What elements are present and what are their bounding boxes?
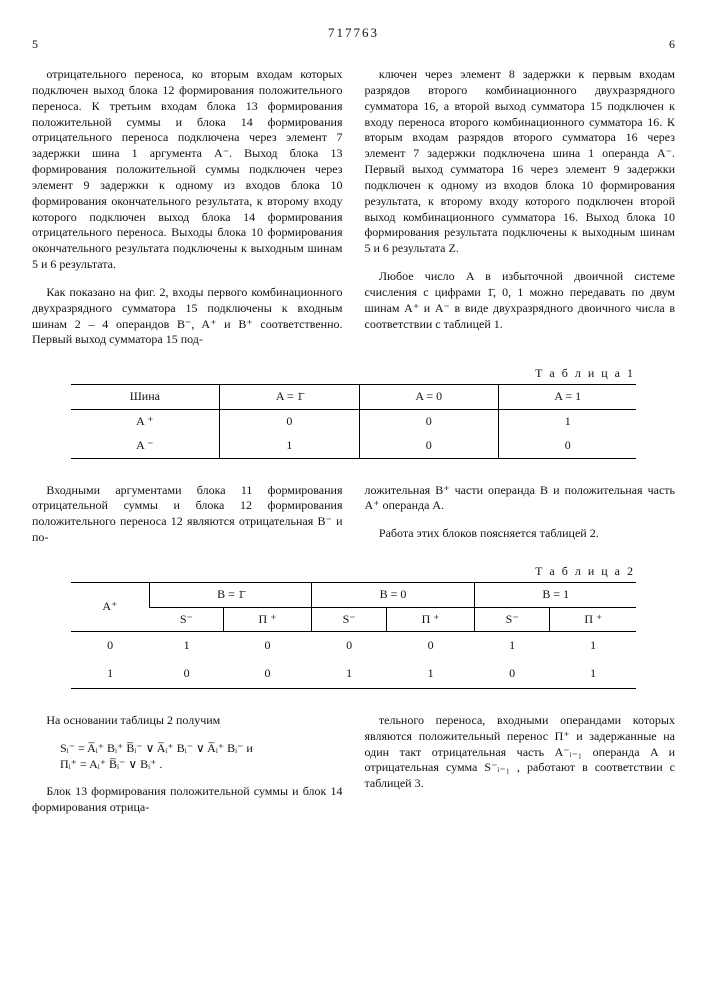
table-1: Шина A = 1̄ A = 0 A = 1 A ⁺ 0 0 1 A ⁻ 1 … <box>71 384 637 458</box>
formula-1: Sᵢ⁻ = A̅ᵢ⁺ Bᵢ⁺ B̅ᵢ⁻ ∨ A̅ᵢ⁺ Bᵢ⁻ ∨ A̅ᵢ⁺ Bᵢ… <box>60 741 343 757</box>
col-num-left: 5 <box>32 37 38 53</box>
t1-r1c3: 0 <box>499 434 637 458</box>
formula-intro: На основании таблицы 2 получим <box>32 713 343 729</box>
t2-r1c6: 1 <box>550 660 637 688</box>
t2-sh3: П ⁺ <box>387 607 475 632</box>
t2-sh4: S⁻ <box>475 607 550 632</box>
bottom-right-para: тельного переноса, входными операндами к… <box>365 713 676 792</box>
t1-head-0: Шина <box>71 385 220 410</box>
bottom-left-para: Блок 13 формирования положительной суммы… <box>32 784 343 816</box>
t2-g2: B = 1 <box>475 582 637 607</box>
t2-r1c4: 1 <box>387 660 475 688</box>
right-paragraph-2: Любое число A в избыточной двоичной сист… <box>365 269 676 332</box>
t2-sh1: П ⁺ <box>224 607 312 632</box>
left-column: 5 отрицательного переноса, ко вторым вхо… <box>32 55 343 360</box>
t1-r0c1: 0 <box>220 409 359 433</box>
t1-head-3: A = 1 <box>499 385 637 410</box>
t2-r0c0: 0 <box>71 632 150 660</box>
right-column: 6 ключен через элемент 8 задержки к перв… <box>365 55 676 360</box>
t2-r1c0: 1 <box>71 660 150 688</box>
t1-head-1: A = 1̄ <box>220 385 359 410</box>
t1-r0c2: 0 <box>359 409 498 433</box>
table1-label: Т а б л и ц а 1 <box>32 366 635 382</box>
t2-r0c1: 1 <box>150 632 224 660</box>
right-paragraph-1: ключен через элемент 8 задержки к первым… <box>365 67 676 257</box>
bottom-right-column: тельного переноса, входными операндами к… <box>365 701 676 828</box>
table2-label: Т а б л и ц а 2 <box>32 564 635 580</box>
t2-sh0: S⁻ <box>150 607 224 632</box>
t2-r1c1: 0 <box>150 660 224 688</box>
t2-r0c2: 0 <box>224 632 312 660</box>
t2-r1c3: 1 <box>311 660 386 688</box>
t2-a-label: A⁺ <box>71 582 150 632</box>
col-num-right: 6 <box>669 37 675 53</box>
t2-r1c5: 0 <box>475 660 550 688</box>
bottom-left-column: На основании таблицы 2 получим Sᵢ⁻ = A̅ᵢ… <box>32 701 343 828</box>
formula-2: Пᵢ⁺ = Aᵢ⁺ B̅ᵢ⁻ ∨ Bᵢ⁺ . <box>60 757 343 773</box>
mid-left-para: Входными аргументами блока 11 формирован… <box>32 483 343 546</box>
mid-right-column: ложительная B⁺ части операнда B и положи… <box>365 471 676 558</box>
t1-r0c3: 1 <box>499 409 637 433</box>
t1-r1c0: A ⁻ <box>71 434 220 458</box>
left-paragraph-2: Как показано на фиг. 2, входы первого ко… <box>32 285 343 348</box>
t2-g0: B = 1̄ <box>150 582 312 607</box>
t1-r1c2: 0 <box>359 434 498 458</box>
mid-right-para2: Работа этих блоков поясняется таблицей 2… <box>365 526 676 542</box>
t2-r0c5: 1 <box>475 632 550 660</box>
t1-r0c0: A ⁺ <box>71 409 220 433</box>
t2-sh2: S⁻ <box>311 607 386 632</box>
t1-head-2: A = 0 <box>359 385 498 410</box>
t2-r0c3: 0 <box>311 632 386 660</box>
t2-r0c6: 1 <box>550 632 637 660</box>
t2-r0c4: 0 <box>387 632 475 660</box>
t1-r1c1: 1 <box>220 434 359 458</box>
left-paragraph-1: отрицательного переноса, ко вторым входа… <box>32 67 343 273</box>
table-2: A⁺ B = 1̄ B = 0 B = 1 S⁻ П ⁺ S⁻ П ⁺ S⁻ П… <box>71 582 637 689</box>
t2-g1: B = 0 <box>311 582 474 607</box>
mid-right-para1: ложительная B⁺ части операнда B и положи… <box>365 483 676 515</box>
mid-left-column: Входными аргументами блока 11 формирован… <box>32 471 343 558</box>
t2-r1c2: 0 <box>224 660 312 688</box>
t2-sh5: П ⁺ <box>550 607 637 632</box>
document-number: 717763 <box>32 24 675 41</box>
